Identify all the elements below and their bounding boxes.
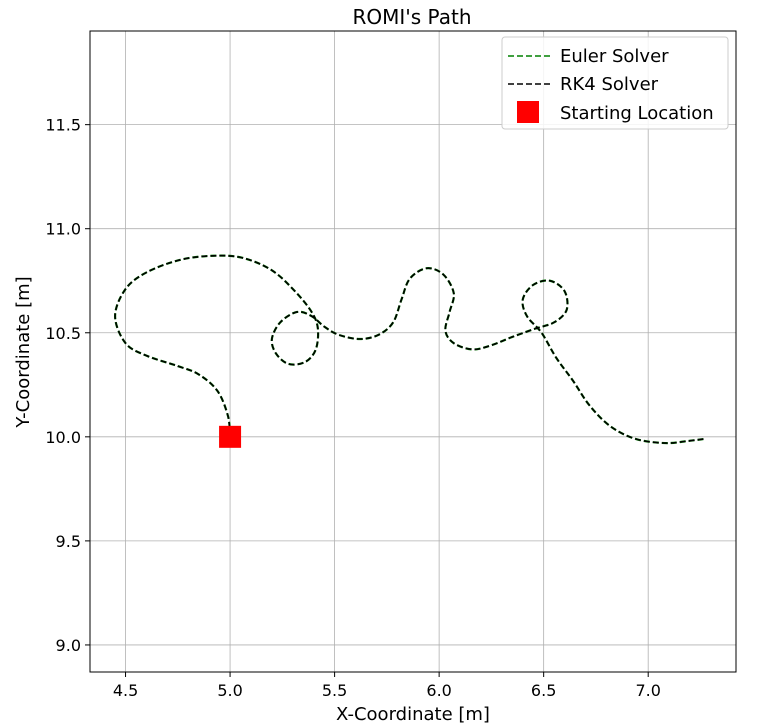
y-tick-label: 11.0 <box>45 220 81 239</box>
plot-area <box>113 254 705 448</box>
x-axis-label: X-Coordinate [m] <box>336 704 490 725</box>
x-tick-label: 4.5 <box>113 681 138 700</box>
legend-euler-label: Euler Solver <box>560 46 669 67</box>
starting-location-marker <box>219 425 242 448</box>
y-tick-label: 11.5 <box>45 116 81 135</box>
legend-box <box>501 36 729 130</box>
legend-start-swatch <box>517 101 539 123</box>
y-axis-label: Y-Coordinate [m] <box>13 276 34 428</box>
chart-title: ROMI's Path <box>352 5 471 29</box>
grid <box>90 31 736 672</box>
legend-rk4-label: RK4 Solver <box>560 74 659 95</box>
legend-start-label: Starting Location <box>560 103 714 124</box>
x-tick-label: 5.5 <box>322 681 347 700</box>
plot-frame <box>89 30 737 673</box>
axis-ticks: 4.5 5.0 5.5 6.0 6.5 7.0 9.0 9.5 10.0 10.5 11.0 11.5 <box>45 116 661 700</box>
y-tick-label: 10.0 <box>45 428 81 447</box>
y-tick-label: 9.5 <box>56 532 81 551</box>
x-tick-label: 6.5 <box>531 681 556 700</box>
x-tick-label: 7.0 <box>635 681 660 700</box>
x-tick-label: 6.0 <box>426 681 451 700</box>
legend: Euler Solver RK4 Solver Starting Locatio… <box>501 36 729 130</box>
y-tick-label: 9.0 <box>56 636 81 655</box>
x-tick-label: 5.0 <box>217 681 242 700</box>
rk4-solver-line <box>114 254 705 444</box>
y-tick-label: 10.5 <box>45 324 81 343</box>
